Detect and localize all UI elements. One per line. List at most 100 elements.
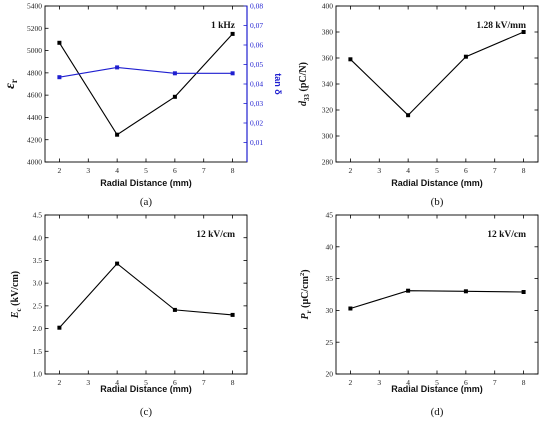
y-tick-label: 4200 bbox=[27, 135, 42, 144]
y-tick-label: 3.5 bbox=[33, 256, 43, 265]
y-tick-label: 4600 bbox=[27, 91, 42, 100]
y-axis-title: d33 (pC/N) bbox=[298, 62, 311, 106]
y-axis-title: Pr (μC/cm2) bbox=[299, 269, 313, 319]
x-tick-label: 3 bbox=[377, 166, 381, 175]
x-tick-label: 3 bbox=[86, 378, 90, 387]
y-tick-label: 5000 bbox=[27, 46, 42, 55]
data-point bbox=[115, 132, 120, 137]
x-tick-label: 3 bbox=[86, 166, 90, 175]
y-tick-label: 2.0 bbox=[33, 324, 43, 333]
y-tick-label: 4400 bbox=[27, 113, 42, 122]
data-point bbox=[406, 113, 411, 118]
x-tick-label: 7 bbox=[202, 378, 206, 387]
y-tick-label: 1.0 bbox=[33, 370, 43, 379]
chart-panel-1: 2 3 4 5 6 7 8 4000 4200 4400 4600 4800 5000 5200 5400 0… bbox=[3, 2, 283, 208]
x-tick-label: 2 bbox=[58, 166, 62, 175]
x-tick-label: 6 bbox=[464, 166, 468, 175]
y-tick-label: 25 bbox=[326, 338, 334, 347]
x-axis-title: Radial Distance (mm) bbox=[391, 384, 483, 394]
y-tick-label: 400 bbox=[322, 2, 334, 11]
y-tick-label: 4.0 bbox=[33, 233, 43, 242]
x-tick-label: 6 bbox=[173, 166, 177, 175]
x-tick-label: 3 bbox=[377, 378, 381, 387]
data-point bbox=[230, 71, 235, 76]
series-line-1 bbox=[350, 31, 524, 116]
data-point bbox=[521, 290, 526, 294]
data-point bbox=[463, 289, 468, 294]
y-tick-label: 40 bbox=[326, 242, 334, 251]
y2-tick-label: 0,02 bbox=[250, 119, 263, 128]
condition-annotation: 12 kV/cm bbox=[196, 230, 235, 240]
y-tick-label: 2.5 bbox=[33, 301, 43, 310]
y-tick-label: 35 bbox=[326, 274, 334, 283]
y-tick-label: 280 bbox=[322, 158, 334, 167]
y-tick-label: 1.5 bbox=[33, 347, 43, 356]
panel-label: (a) bbox=[140, 196, 153, 208]
x-tick-label: 8 bbox=[231, 378, 235, 387]
x-tick-label: 2 bbox=[349, 166, 353, 175]
y-tick-label: 340 bbox=[322, 80, 334, 89]
y-tick-label: 30 bbox=[326, 306, 334, 315]
series-line-2 bbox=[59, 66, 233, 78]
y-tick-label: 4800 bbox=[27, 68, 42, 77]
data-point bbox=[172, 307, 177, 312]
data-point bbox=[348, 306, 353, 311]
x-tick-label: 7 bbox=[493, 166, 497, 175]
x-tick-label: 5 bbox=[144, 378, 148, 387]
series-line-1 bbox=[58, 262, 233, 329]
chart-panel-2: 2 3 4 5 6 7 8 280 300 320 340 360 380 400 1.28 kV/mm Ra… bbox=[298, 2, 539, 208]
y-tick-label: 20 bbox=[326, 370, 334, 379]
data-point bbox=[115, 261, 120, 266]
data-point bbox=[57, 325, 62, 330]
x-tick-label: 4 bbox=[406, 166, 410, 175]
x-tick-label: 4 bbox=[115, 378, 119, 387]
condition-annotation: 1.28 kV/mm bbox=[476, 21, 526, 31]
x-axis-title: Radial Distance (mm) bbox=[100, 178, 192, 188]
y-axis-title: εr bbox=[3, 79, 19, 89]
data-point bbox=[230, 312, 235, 317]
y2-tick-label: 0,01 bbox=[250, 138, 263, 147]
data-point bbox=[57, 40, 62, 45]
y2-axis-title: tan δ bbox=[273, 73, 283, 95]
data-point bbox=[348, 57, 353, 62]
x-tick-label: 5 bbox=[435, 166, 439, 175]
x-tick-label: 4 bbox=[115, 166, 119, 175]
x-tick-label: 8 bbox=[522, 378, 526, 387]
series-line-1 bbox=[58, 33, 234, 136]
panel-label: (c) bbox=[140, 406, 153, 418]
data-point bbox=[172, 71, 177, 76]
y-tick-label: 45 bbox=[326, 211, 334, 220]
x-tick-label: 2 bbox=[349, 378, 353, 387]
panel-label: (b) bbox=[431, 196, 444, 208]
data-point bbox=[172, 94, 177, 99]
y-tick-label: 300 bbox=[322, 132, 334, 141]
x-tick-label: 5 bbox=[144, 166, 148, 175]
x-tick-label: 7 bbox=[493, 378, 497, 387]
x-tick-label: 5 bbox=[435, 378, 439, 387]
y2-tick-label: 0,07 bbox=[250, 21, 263, 30]
x-tick-label: 7 bbox=[202, 166, 206, 175]
y-tick-label: 5400 bbox=[27, 2, 42, 11]
x-axis-title: Radial Distance (mm) bbox=[100, 384, 192, 394]
condition-annotation: 12 kV/cm bbox=[487, 230, 526, 240]
x-tick-label: 8 bbox=[522, 166, 526, 175]
x-tick-label: 4 bbox=[406, 378, 410, 387]
panel-label: (d) bbox=[431, 406, 444, 418]
y2-tick-label: 0,08 bbox=[250, 2, 263, 11]
data-point bbox=[406, 288, 411, 293]
y-tick-label: 5200 bbox=[27, 24, 42, 33]
y2-tick-label: 0,03 bbox=[250, 99, 263, 108]
series-line-1 bbox=[350, 290, 524, 310]
data-point bbox=[57, 75, 62, 80]
condition-annotation: 1 kHz bbox=[211, 21, 236, 31]
y-tick-label: 4000 bbox=[27, 158, 42, 167]
y-tick-label: 3.0 bbox=[33, 279, 43, 288]
y2-tick-label: 0,04 bbox=[250, 80, 263, 89]
y-axis-title: Ec (kV/cm) bbox=[10, 271, 23, 319]
y-tick-label: 4.5 bbox=[33, 211, 43, 220]
y-tick-label: 380 bbox=[322, 28, 334, 37]
x-tick-label: 6 bbox=[464, 378, 468, 387]
data-point bbox=[463, 54, 468, 59]
